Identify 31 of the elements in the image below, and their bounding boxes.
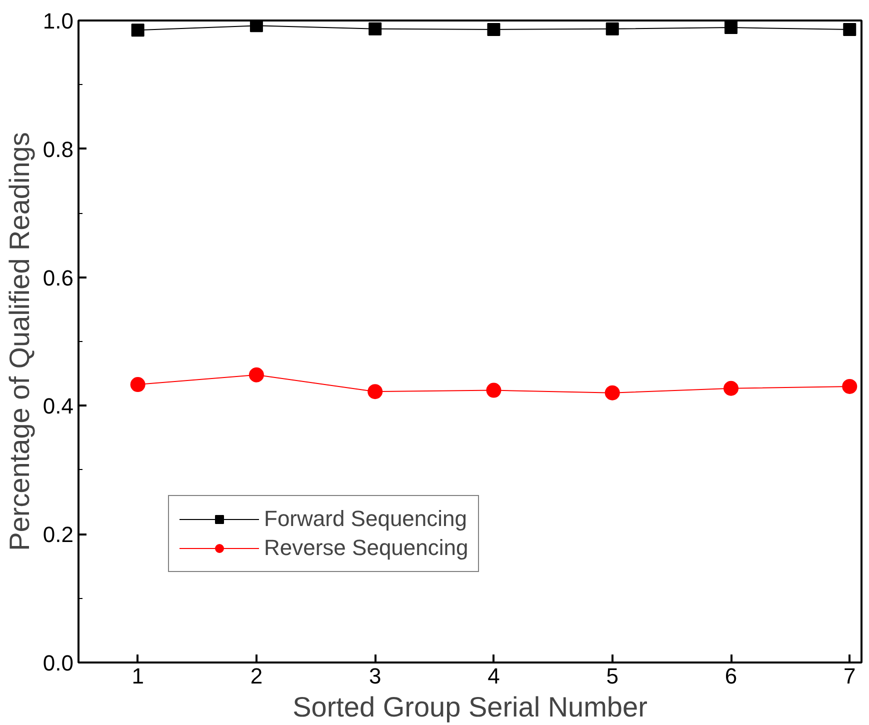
point xyxy=(248,367,264,382)
x-axis-title: Sorted Group Serial Number xyxy=(292,692,648,722)
point xyxy=(368,384,383,400)
point xyxy=(250,20,263,32)
point xyxy=(486,382,502,398)
y-tick-label: 0.0 xyxy=(42,650,74,676)
y-axis-title: Percentage of Qualified Readings xyxy=(4,132,35,551)
x-tick-label: 7 xyxy=(844,664,856,688)
point xyxy=(130,377,146,392)
point xyxy=(843,22,856,36)
point xyxy=(724,380,738,396)
y-tick-label: 0.6 xyxy=(42,265,74,290)
x-tick-label: 3 xyxy=(368,664,382,688)
y-tick-label: 1.0 xyxy=(42,8,74,34)
y-tick-label: 0.2 xyxy=(42,522,74,548)
x-tick-label: 6 xyxy=(724,664,738,688)
point xyxy=(487,22,500,36)
point xyxy=(604,385,620,400)
x-tick-label: 4 xyxy=(488,664,500,688)
point xyxy=(606,22,619,36)
x-tick-label: 2 xyxy=(250,664,263,688)
point xyxy=(724,21,738,34)
y-tick-label: 0.8 xyxy=(42,136,74,162)
point xyxy=(368,22,382,36)
x-tick-label: 5 xyxy=(606,664,618,688)
x-tick-label: 1 xyxy=(132,664,144,688)
legend-label: Forward Sequencing xyxy=(264,506,468,532)
y-tick-label: 0.4 xyxy=(42,394,74,419)
legend-label: Reverse Sequencing xyxy=(264,535,468,561)
point xyxy=(131,24,144,37)
point xyxy=(842,378,858,394)
